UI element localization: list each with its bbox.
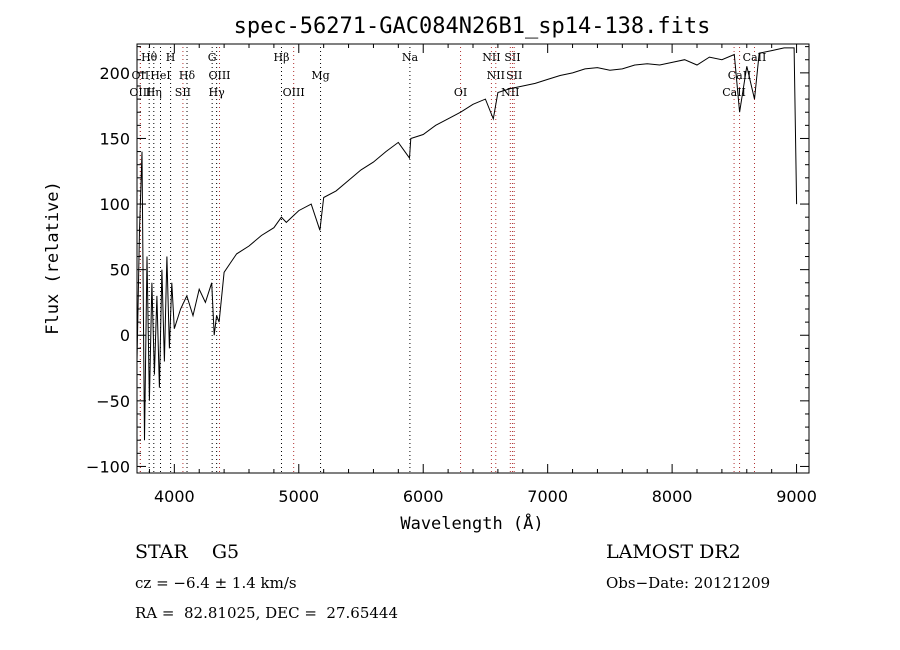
- line-marker-label: Mg: [311, 69, 329, 82]
- line-marker-label: G: [208, 51, 217, 64]
- y-tick-label: −50: [96, 392, 130, 411]
- y-tick-label: 50: [110, 261, 130, 280]
- axis-ticks: 4000 5000 6000 7000 8000 9000 −100 −50 0 50 100 150…: [86, 44, 817, 506]
- line-marker-label: Hβ: [274, 51, 290, 64]
- x-axis-label: Wavelength (Å): [400, 512, 543, 534]
- line-marker-label: NII: [487, 69, 505, 82]
- x-tick-label: 7000: [527, 487, 568, 506]
- line-marker-label: Hγ: [209, 86, 226, 99]
- line-marker-label: CaII: [743, 51, 767, 64]
- x-tick-label: 4000: [154, 487, 195, 506]
- line-marker-label: SII: [504, 51, 520, 64]
- spectrum-line: [136, 47, 798, 441]
- y-tick-label: 150: [99, 129, 130, 148]
- spectrum-chart: spec-56271-GAC084N26B1_sp14-138.fits Hθ H…: [43, 14, 817, 534]
- x-tick-label: 8000: [652, 487, 693, 506]
- line-marker-label: OIII: [129, 86, 151, 99]
- redshift-velocity: cz = −6.4 ± 1.4 km/s: [135, 574, 297, 592]
- line-marker-label: OIII: [283, 86, 305, 99]
- plot-frame: [136, 43, 810, 474]
- y-tick-label: 100: [99, 195, 130, 214]
- y-tick-label: 0: [120, 326, 130, 345]
- sky-coordinates: RA = 82.81025, DEC = 27.65444: [135, 604, 399, 622]
- x-tick-label: 6000: [403, 487, 444, 506]
- line-marker-label: Hη: [146, 86, 162, 99]
- line-marker-label: Na: [402, 51, 419, 64]
- y-axis-label: Flux (relative): [43, 181, 63, 335]
- line-marker-label: NII: [501, 86, 519, 99]
- y-tick-label: −100: [86, 457, 130, 476]
- survey-name: LAMOST DR2: [606, 541, 741, 563]
- x-tick-label: 9000: [776, 487, 817, 506]
- line-marker-label: SII: [506, 69, 522, 82]
- line-marker-label: OI: [454, 86, 467, 99]
- line-marker-label: Hθ: [141, 51, 158, 64]
- line-marker-label: SII: [175, 86, 191, 99]
- line-marker-label: OIII: [208, 69, 230, 82]
- x-tick-label: 5000: [278, 487, 319, 506]
- object-class: STAR G5: [135, 541, 240, 563]
- observation-date: Obs−Date: 20121209: [606, 574, 771, 592]
- line-marker-label: NII: [482, 51, 500, 64]
- y-tick-label: 200: [99, 64, 130, 83]
- line-marker-label: HeI: [150, 69, 170, 82]
- line-marker-label: H: [166, 51, 176, 64]
- chart-title: spec-56271-GAC084N26B1_sp14-138.fits: [234, 14, 711, 39]
- line-marker-label: CaII: [722, 86, 746, 99]
- line-marker-label: Hδ: [179, 69, 196, 82]
